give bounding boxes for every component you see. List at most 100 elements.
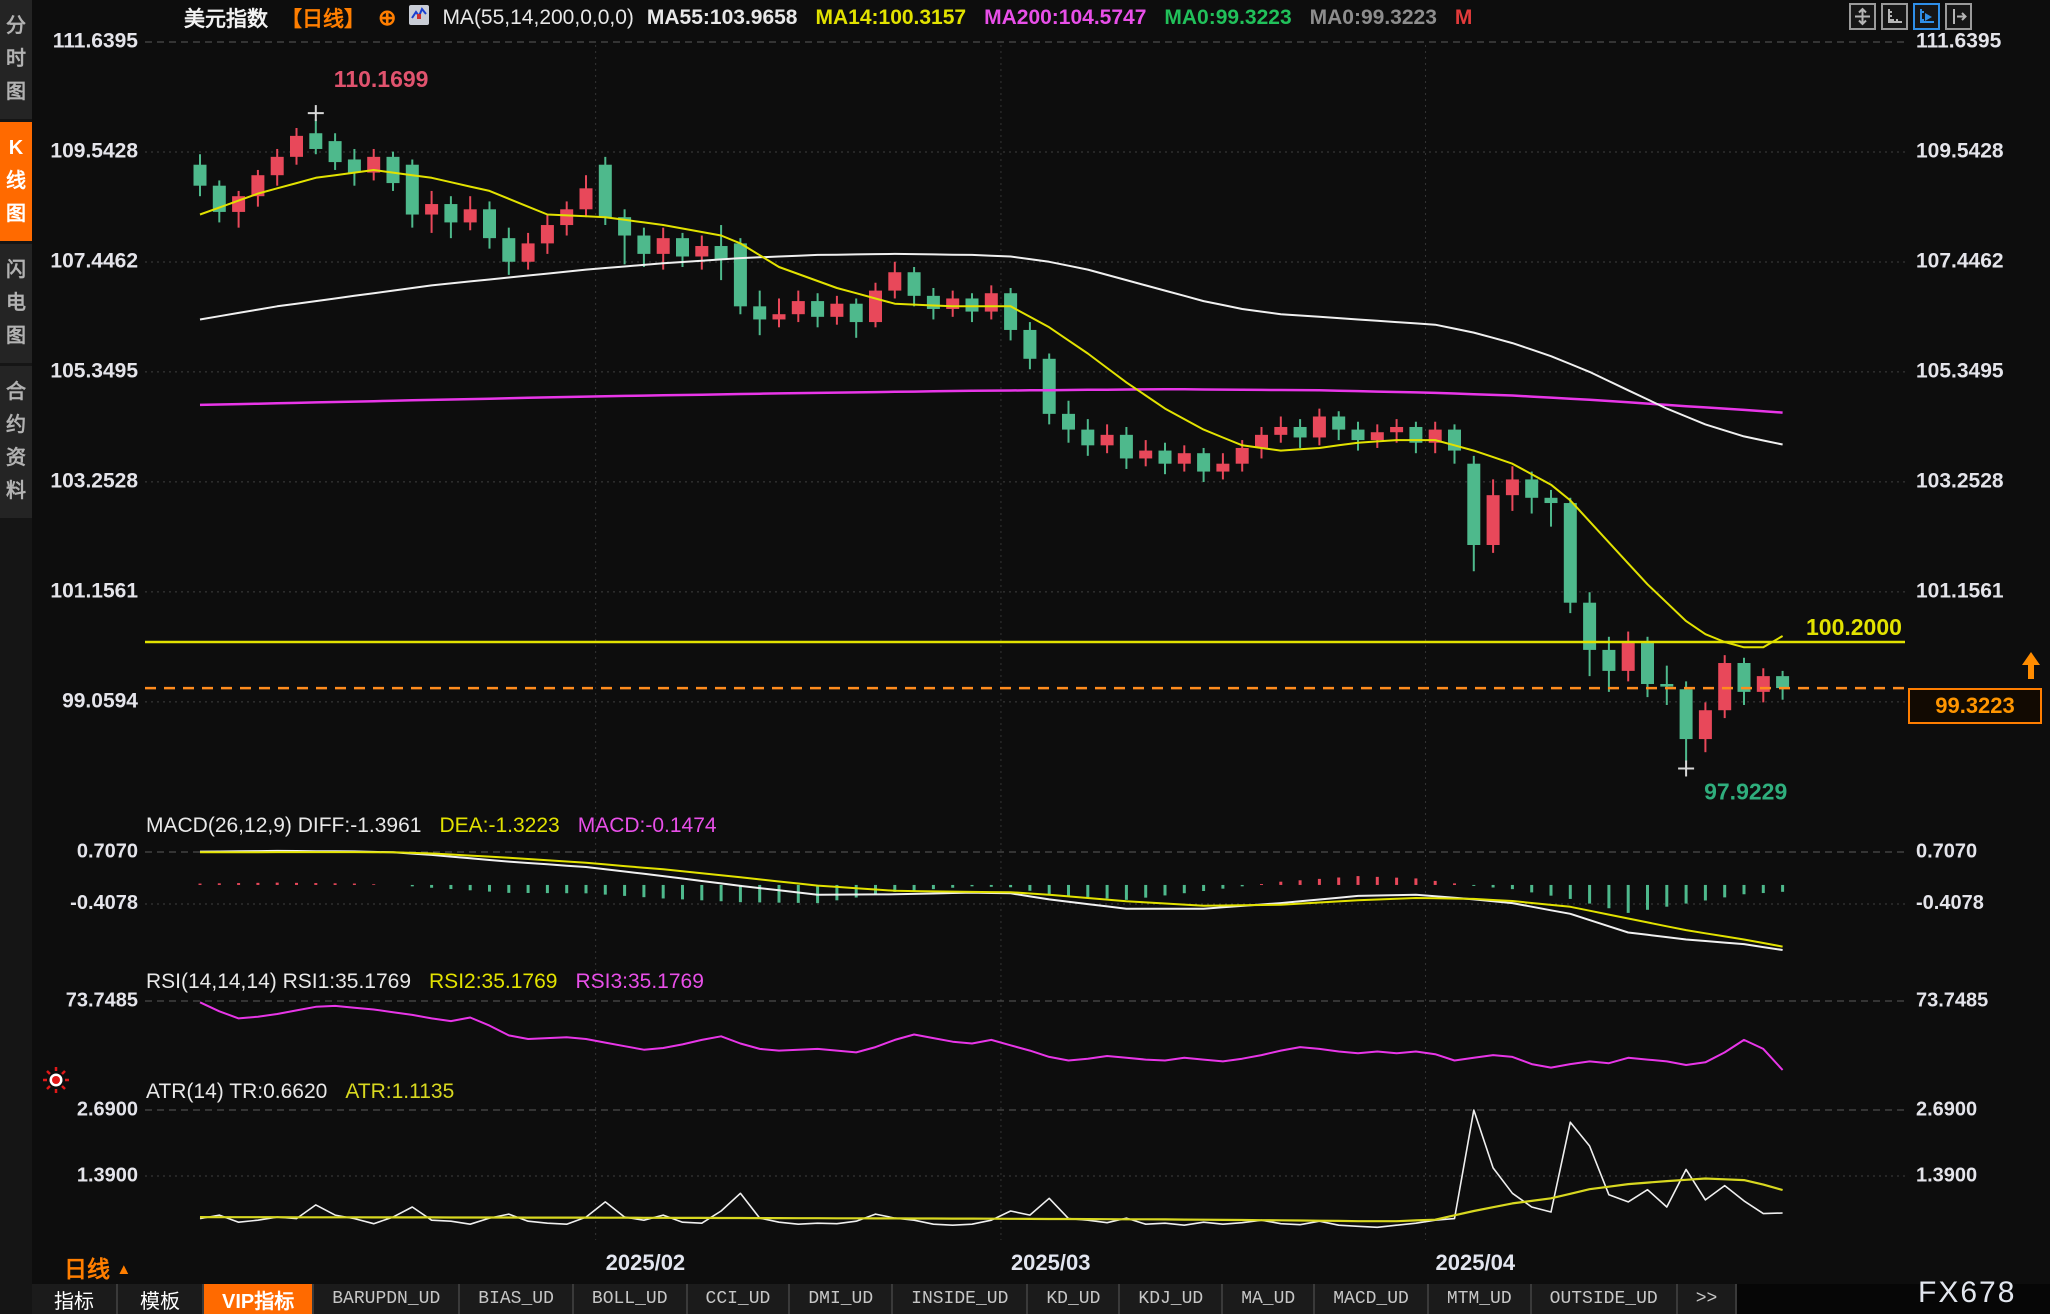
rsi-header-value: RSI3:35.1769 bbox=[575, 970, 704, 993]
indicator-tab-mtm_ud[interactable]: MTM_UD bbox=[1428, 1284, 1532, 1314]
rsi-header-value: RSI2:35.1769 bbox=[429, 970, 558, 993]
indicator-tab-[interactable]: 模板 bbox=[118, 1284, 204, 1314]
candle-body bbox=[888, 272, 902, 291]
candle-body bbox=[811, 301, 825, 317]
x-axis-month-label: 2025/03 bbox=[1010, 1250, 1091, 1275]
candle-body bbox=[1544, 497, 1558, 504]
macd-diff-line bbox=[199, 849, 1783, 951]
candle-body bbox=[1119, 434, 1133, 459]
atr-axis-label-left: 1.3900 bbox=[77, 1164, 138, 1186]
mini-candlestick-icon[interactable] bbox=[409, 4, 430, 32]
candle-body bbox=[965, 298, 979, 312]
candle-body bbox=[560, 209, 574, 226]
indicator-tab-barupdn_ud[interactable]: BARUPDN_UD bbox=[314, 1284, 461, 1314]
macd-axis-label-left: -0.4078 bbox=[70, 892, 138, 914]
indicator-tab-macd_ud[interactable]: MACD_UD bbox=[1315, 1284, 1429, 1314]
hline-price-label: 100.2000 bbox=[1806, 614, 1902, 640]
indicator-tab-boll_ud[interactable]: BOLL_UD bbox=[573, 1284, 688, 1314]
period-selector[interactable]: 日线 ▲ bbox=[64, 1250, 131, 1284]
axes-scale-icon[interactable] bbox=[1881, 3, 1908, 30]
layout-panes-icon[interactable] bbox=[1849, 3, 1876, 30]
macd-axis-label-left: 0.7070 bbox=[77, 840, 138, 862]
sidebar-tab-char: 分 bbox=[6, 15, 26, 37]
indicator-tab-dmi_ud[interactable]: DMI_UD bbox=[790, 1284, 894, 1314]
ma-value: M bbox=[1454, 6, 1473, 29]
indicator-tabbar: 指标 模板 VIP指标 BARUPDN_UD BIAS_UD BOLL_UD CCI_UD D… bbox=[32, 1284, 2050, 1314]
candle-body bbox=[849, 303, 863, 323]
indicator-tab-inside_ud[interactable]: INSIDE_UD bbox=[893, 1284, 1029, 1314]
candle-body bbox=[695, 246, 709, 257]
symbol-name: 美元指数 bbox=[184, 8, 268, 31]
candle-body bbox=[656, 238, 670, 254]
sidebar-tab-char: 约 bbox=[6, 414, 26, 436]
candle-body bbox=[405, 164, 419, 215]
atr-tr-line bbox=[199, 1109, 1783, 1229]
candle-body bbox=[1351, 429, 1365, 441]
macd-header-value: MACD:-0.1474 bbox=[577, 814, 717, 837]
collapse-right-icon[interactable] bbox=[1945, 3, 1972, 30]
rsi-header: RSI(14,14,14) RSI1:35.1769 RSI2:35.1769 RS… bbox=[146, 970, 704, 994]
indicator-tab-[interactable]: >> bbox=[1677, 1284, 1738, 1314]
candle-body bbox=[1042, 358, 1056, 414]
candle-body bbox=[1081, 429, 1095, 446]
ma-value: MA200:104.5747 bbox=[984, 6, 1147, 29]
candle-body bbox=[1100, 434, 1114, 446]
candle-body bbox=[1756, 676, 1770, 692]
candle-body bbox=[1332, 416, 1346, 430]
candle-body bbox=[733, 243, 747, 307]
candle-body bbox=[791, 301, 805, 315]
ma200-line bbox=[199, 387, 1783, 414]
price-axis-label-left: 109.5428 bbox=[50, 140, 138, 163]
alert-beacon-icon[interactable] bbox=[40, 1064, 72, 1101]
indicator-tab-kdj_ud[interactable]: KDJ_UD bbox=[1120, 1284, 1224, 1314]
price-axis-label-left: 107.4462 bbox=[50, 249, 138, 272]
candle-body bbox=[1563, 503, 1577, 603]
indicator-tab-cci_ud[interactable]: CCI_UD bbox=[687, 1284, 791, 1314]
macd-dea-line bbox=[200, 851, 1783, 948]
ma55-line bbox=[199, 252, 1783, 446]
atr-header: ATR(14) TR:0.6620 ATR:1.1135 bbox=[146, 1080, 454, 1104]
sidebar-tab-char: 料 bbox=[6, 480, 26, 502]
price-axis-label-right: 103.2528 bbox=[1916, 469, 2004, 492]
indicator-tab-bias_ud[interactable]: BIAS_UD bbox=[460, 1284, 574, 1314]
candle-body bbox=[676, 238, 689, 257]
atr-line bbox=[199, 1177, 1783, 1223]
indicator-tab-[interactable]: 指标 bbox=[32, 1284, 118, 1314]
indicator-tab-ma_ud[interactable]: MA_UD bbox=[1223, 1284, 1316, 1314]
candle-body bbox=[1274, 426, 1288, 435]
ma14-line bbox=[199, 169, 1784, 649]
candle-body bbox=[907, 272, 921, 296]
macd-header-value: MACD(26,12,9) DIFF:-1.3961 bbox=[146, 814, 422, 837]
sidebar-tab-1[interactable]: 分时图 bbox=[0, 0, 32, 119]
candle-body bbox=[1139, 450, 1153, 459]
candle-body bbox=[347, 159, 361, 173]
rsi-axis-label-right: 73.7485 bbox=[1916, 989, 1988, 1011]
x-axis-month-label: 2025/02 bbox=[605, 1250, 686, 1275]
sidebar-tab-char: K bbox=[8, 137, 24, 159]
last-price-value: 99.3223 bbox=[1935, 693, 2015, 718]
candle-body bbox=[714, 246, 728, 260]
candle-body bbox=[1409, 426, 1423, 443]
candle-body bbox=[598, 164, 612, 218]
titlebar: 美元指数 【日线】 ⊕ MA(55,14,200,0,0,0) MA55:103… bbox=[184, 4, 1472, 32]
price-axis-label-right: 109.5428 bbox=[1916, 140, 2004, 163]
candle-body bbox=[1062, 413, 1075, 430]
price-pointer-icon bbox=[2018, 650, 2044, 689]
price-axis-label-left: 105.3495 bbox=[50, 359, 138, 382]
axes-play-icon[interactable] bbox=[1913, 3, 1940, 30]
candle-body bbox=[1390, 426, 1404, 433]
indicator-tab-outside_ud[interactable]: OUTSIDE_UD bbox=[1531, 1284, 1678, 1314]
candle-body bbox=[772, 314, 786, 320]
candle-body bbox=[618, 217, 632, 236]
indicator-tab-vip[interactable]: VIP指标 bbox=[204, 1284, 315, 1314]
sidebar-tab-3[interactable]: 闪电图 bbox=[0, 244, 32, 363]
circled-plus-icon[interactable]: ⊕ bbox=[378, 5, 397, 30]
sidebar-tab-4[interactable]: 合约资料 bbox=[0, 366, 32, 518]
indicator-tab-kd_ud[interactable]: KD_UD bbox=[1028, 1284, 1121, 1314]
candle-body bbox=[1776, 676, 1790, 689]
price-axis-label-right: 105.3495 bbox=[1916, 359, 2004, 382]
macd-axis-label-right: -0.4078 bbox=[1916, 892, 1984, 914]
